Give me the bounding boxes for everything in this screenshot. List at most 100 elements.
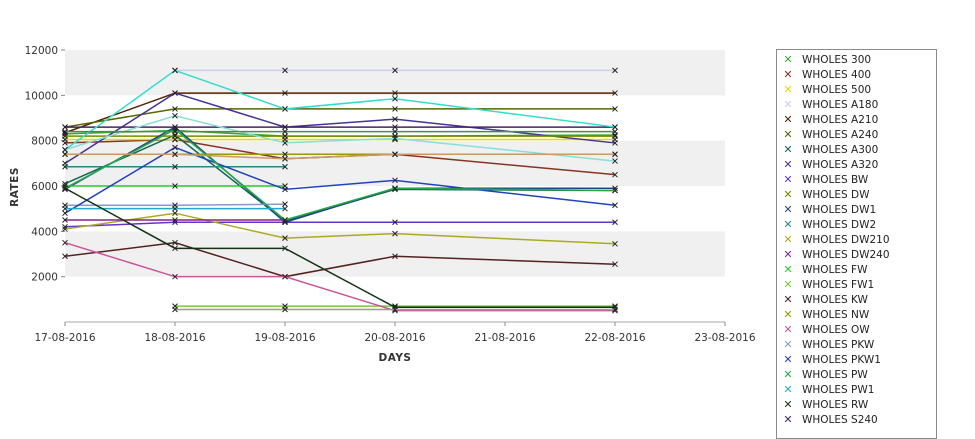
y-axis: 2000 4000 6000 8000 10000 12000 xyxy=(25,45,65,284)
legend-item: ✕ WHOLES 300 xyxy=(781,52,871,67)
y-tick-label: 10000 xyxy=(25,90,58,102)
x-tick-label: 18-08-2016 xyxy=(144,332,205,344)
data-point xyxy=(612,261,618,268)
legend-label: WHOLES PKW1 xyxy=(802,353,881,366)
data-point xyxy=(392,67,398,74)
legend-marker-icon: ✕ xyxy=(783,83,793,96)
data-point xyxy=(62,146,68,153)
data-point xyxy=(392,116,398,122)
data-point xyxy=(392,306,398,313)
data-point xyxy=(282,67,288,74)
legend-marker-icon: ✕ xyxy=(783,113,793,126)
grid-band xyxy=(65,50,725,96)
data-point xyxy=(612,67,618,74)
data-point xyxy=(612,158,618,164)
y-tick-label: 12000 xyxy=(25,45,58,57)
data-point xyxy=(172,239,178,246)
data-point xyxy=(612,219,618,226)
legend-marker-icon: ✕ xyxy=(783,218,793,231)
data-point xyxy=(282,163,288,170)
legend-label: WHOLES OW xyxy=(802,323,870,336)
legend-marker-icon: ✕ xyxy=(783,413,793,426)
y-tick-label: 4000 xyxy=(31,226,58,238)
legend-marker-icon: ✕ xyxy=(783,173,793,186)
legend-marker-icon: ✕ xyxy=(783,188,793,201)
legend-marker-icon: ✕ xyxy=(783,98,793,111)
legend-marker-icon: ✕ xyxy=(783,53,793,66)
legend-item: ✕ WHOLES OW xyxy=(781,322,870,337)
legend-label: WHOLES PKW xyxy=(802,338,875,351)
legend-label: WHOLES RW xyxy=(802,398,869,411)
legend-item: ✕ WHOLES S240 xyxy=(781,412,878,427)
data-point xyxy=(282,140,288,146)
legend-label: WHOLES DW xyxy=(802,188,870,201)
y-tick-label: 2000 xyxy=(31,272,58,284)
legend-item: ✕ WHOLES 500 xyxy=(781,82,871,97)
legend-label: WHOLES S240 xyxy=(802,413,878,426)
data-point xyxy=(612,106,618,112)
data-point xyxy=(612,187,618,194)
legend-marker-icon: ✕ xyxy=(783,203,793,216)
legend-label: WHOLES A320 xyxy=(802,158,879,171)
legend-item: ✕ WHOLES DW240 xyxy=(781,247,889,262)
legend-item: ✕ WHOLES PKW xyxy=(781,337,874,352)
data-point xyxy=(612,124,618,130)
legend-marker-icon: ✕ xyxy=(783,338,793,351)
y-axis-label: RATES xyxy=(9,167,21,207)
data-point xyxy=(282,133,288,139)
data-point xyxy=(62,205,68,212)
legend-marker-icon: ✕ xyxy=(783,398,793,411)
legend-marker-icon: ✕ xyxy=(783,158,793,171)
data-point xyxy=(62,253,68,260)
legend-marker-icon: ✕ xyxy=(783,248,793,261)
data-point xyxy=(392,177,398,184)
data-point xyxy=(62,133,68,139)
legend-label: WHOLES DW2 xyxy=(802,218,877,231)
legend-label: WHOLES FW1 xyxy=(802,278,875,291)
data-point xyxy=(282,155,288,162)
legend-label: WHOLES A240 xyxy=(802,128,879,141)
legend-label: WHOLES NW xyxy=(802,308,870,321)
legend-item: ✕ WHOLES DW1 xyxy=(781,202,876,217)
y-tick-label: 6000 xyxy=(31,181,58,193)
data-point xyxy=(282,245,288,252)
legend-marker-icon: ✕ xyxy=(783,68,793,81)
legend-item: ✕ WHOLES A240 xyxy=(781,127,878,142)
data-point xyxy=(172,205,178,212)
data-point xyxy=(612,306,618,313)
data-point xyxy=(392,124,398,130)
legend-item: ✕ WHOLES DW210 xyxy=(781,232,890,247)
data-point xyxy=(172,210,178,217)
data-point xyxy=(62,239,68,246)
legend-label: WHOLES DW210 xyxy=(802,233,890,246)
series xyxy=(62,67,618,153)
data-point xyxy=(392,230,398,237)
data-point xyxy=(62,185,68,192)
legend-label: WHOLES 300 xyxy=(802,53,872,66)
series-layer xyxy=(62,67,618,314)
data-point xyxy=(282,124,288,130)
legend-marker-icon: ✕ xyxy=(783,308,793,321)
data-point xyxy=(62,226,68,232)
series xyxy=(62,239,618,314)
data-point xyxy=(282,235,288,241)
legend-marker-icon: ✕ xyxy=(783,323,793,336)
legend-item: ✕ WHOLES A300 xyxy=(781,142,878,157)
data-point xyxy=(62,128,68,135)
data-point xyxy=(612,151,618,158)
data-point xyxy=(612,171,618,178)
data-point xyxy=(172,67,178,74)
data-point xyxy=(172,90,178,96)
x-tick-label: 17-08-2016 xyxy=(34,332,95,344)
legend-label: WHOLES A300 xyxy=(802,143,879,156)
data-point xyxy=(172,163,178,170)
data-point xyxy=(172,245,178,252)
legend-marker-icon: ✕ xyxy=(783,278,793,291)
data-point xyxy=(612,202,618,209)
x-axis: 17-08-2016 18-08-2016 19-08-2016 20-08-2016… xyxy=(34,321,756,344)
legend-label: WHOLES PW1 xyxy=(802,383,875,396)
legend-label: WHOLES PW xyxy=(802,368,868,381)
series xyxy=(62,210,618,247)
legend-item: ✕ WHOLES A210 xyxy=(781,112,878,127)
legend-item: ✕ WHOLES KW xyxy=(781,292,868,307)
